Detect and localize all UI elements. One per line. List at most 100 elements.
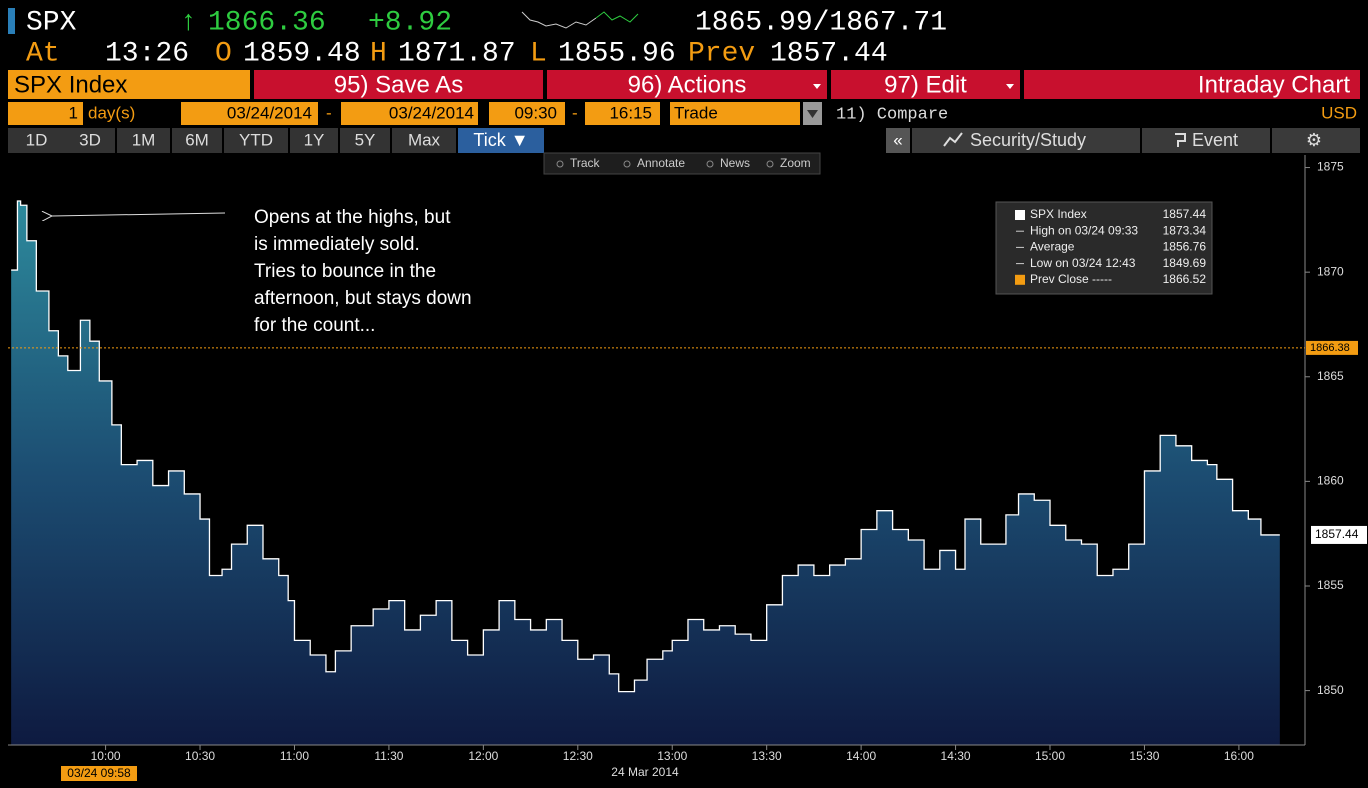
start-time: 09:30: [514, 103, 557, 122]
period-tab[interactable]: [340, 128, 390, 153]
chart-tool[interactable]: Zoom: [780, 156, 811, 170]
end-date: 03/24/2014: [389, 103, 474, 122]
period-tab[interactable]: [117, 128, 170, 153]
tool-icon: [766, 160, 774, 168]
open: 1859.48: [243, 38, 361, 69]
period-tab[interactable]: [392, 128, 456, 153]
x-tick-label: 12:30: [563, 749, 593, 763]
end-time-box[interactable]: [585, 102, 660, 125]
y-tick-label: 1855: [1317, 578, 1344, 592]
x-tick-label: 15:00: [1035, 749, 1065, 763]
period-tab-label: 5Y: [355, 130, 376, 149]
toolbar-button[interactable]: [831, 70, 1020, 99]
start-date: 03/24/2014: [227, 103, 312, 122]
security-box[interactable]: [8, 70, 250, 99]
event-button[interactable]: [1142, 128, 1270, 153]
count-box[interactable]: [8, 102, 83, 125]
last-price: 1866.36: [208, 7, 326, 38]
arrow: ↑: [180, 7, 197, 38]
period-tab-label: 1D: [26, 130, 48, 149]
legend-label: Average: [1030, 240, 1075, 254]
collapse-button[interactable]: [886, 128, 910, 153]
y-tick-label: 1875: [1317, 160, 1344, 174]
x-tick-label: 13:30: [752, 749, 782, 763]
dropdown-arrow: [1006, 84, 1014, 89]
reference-label-box: [1306, 340, 1358, 355]
y-tick-label: 1860: [1317, 474, 1344, 488]
end-date-box[interactable]: [341, 102, 478, 125]
annotation-line: afternoon, but stays down: [254, 288, 472, 309]
dash: -: [572, 103, 578, 122]
x-tick-label: 11:30: [374, 749, 403, 763]
tool-icon: [556, 160, 564, 168]
period-tab[interactable]: [224, 128, 288, 153]
toolbar-button-label: 95) Save As: [334, 71, 463, 98]
x-tick-label: 14:00: [846, 749, 876, 763]
toolbar-button[interactable]: [547, 70, 827, 99]
at-label: At: [26, 38, 60, 69]
period-tab[interactable]: [290, 128, 338, 153]
title-bar: [1024, 70, 1360, 99]
count: 1: [69, 103, 78, 122]
change: +8.92: [368, 7, 452, 38]
annotation-line: Opens at the highs, but: [254, 207, 451, 228]
toolbar-button-label: 96) Actions: [628, 71, 747, 98]
legend-label: Prev Close -----: [1030, 272, 1112, 286]
period-tab[interactable]: [8, 128, 65, 153]
x-tick-label: 10:30: [185, 749, 215, 763]
period-tab-label: YTD: [239, 130, 273, 149]
low: 1855.96: [558, 38, 676, 69]
bid-ask: 1865.99/1867.71: [695, 7, 947, 38]
tools-bar: [543, 152, 821, 175]
tool-icon: [623, 160, 631, 168]
tool-icon: [706, 160, 714, 168]
y-tick-label: 1850: [1317, 683, 1344, 697]
x-tick-label: 13:00: [657, 749, 687, 763]
tick-tab-label: Tick ▼: [473, 130, 528, 150]
sparkline-up: [595, 11, 639, 23]
period-tab[interactable]: [65, 128, 115, 153]
chart-tool[interactable]: Track: [570, 156, 601, 170]
mode: Trade: [674, 103, 718, 122]
period-tab-label: 3D: [79, 130, 101, 149]
start-time-box[interactable]: [489, 102, 565, 125]
period-tab[interactable]: [172, 128, 222, 153]
start-date-box[interactable]: [181, 102, 318, 125]
date-label: 24 Mar 2014: [611, 765, 679, 779]
settings-button[interactable]: [1272, 128, 1360, 153]
tick-tab[interactable]: [458, 128, 544, 153]
legend-swatch: [1015, 210, 1025, 220]
prev: 1857.44: [770, 38, 888, 69]
study-icon: [943, 132, 963, 147]
x-tick-label: 16:00: [1224, 749, 1254, 763]
collapse: «: [893, 130, 902, 149]
period-tab-label: 1M: [132, 130, 156, 149]
toolbar-button[interactable]: [254, 70, 543, 99]
compare[interactable]: 11) Compare: [836, 105, 948, 124]
mode-box[interactable]: [670, 102, 800, 125]
legend-label: High on 03/24 09:33: [1030, 223, 1138, 237]
chart-tool[interactable]: News: [720, 156, 750, 170]
study-button[interactable]: [912, 128, 1140, 153]
annotation-line: is immediately sold.: [254, 234, 420, 255]
chart-tool[interactable]: Annotate: [637, 156, 685, 170]
price-line: [11, 200, 1280, 693]
cursor-date-box: [61, 766, 137, 781]
currency: USD: [1321, 103, 1357, 122]
study: Security/Study: [970, 130, 1086, 150]
last-label-box: [1311, 525, 1367, 544]
x-tick-label: 11:00: [280, 749, 309, 763]
unit: day(s): [88, 103, 135, 122]
annotation-arrow: [52, 213, 226, 216]
x-tick-label: 12:00: [468, 749, 498, 763]
legend-value: 1849.69: [1163, 256, 1207, 270]
time: 13:26: [105, 38, 189, 69]
legend-value: 1873.34: [1163, 223, 1207, 237]
event: Event: [1192, 130, 1238, 150]
open-label: O: [215, 38, 232, 69]
event-icon: [1175, 133, 1186, 147]
period-tab-label: Max: [408, 130, 441, 149]
legend-value: 1856.76: [1163, 240, 1207, 254]
legend: [995, 201, 1213, 295]
